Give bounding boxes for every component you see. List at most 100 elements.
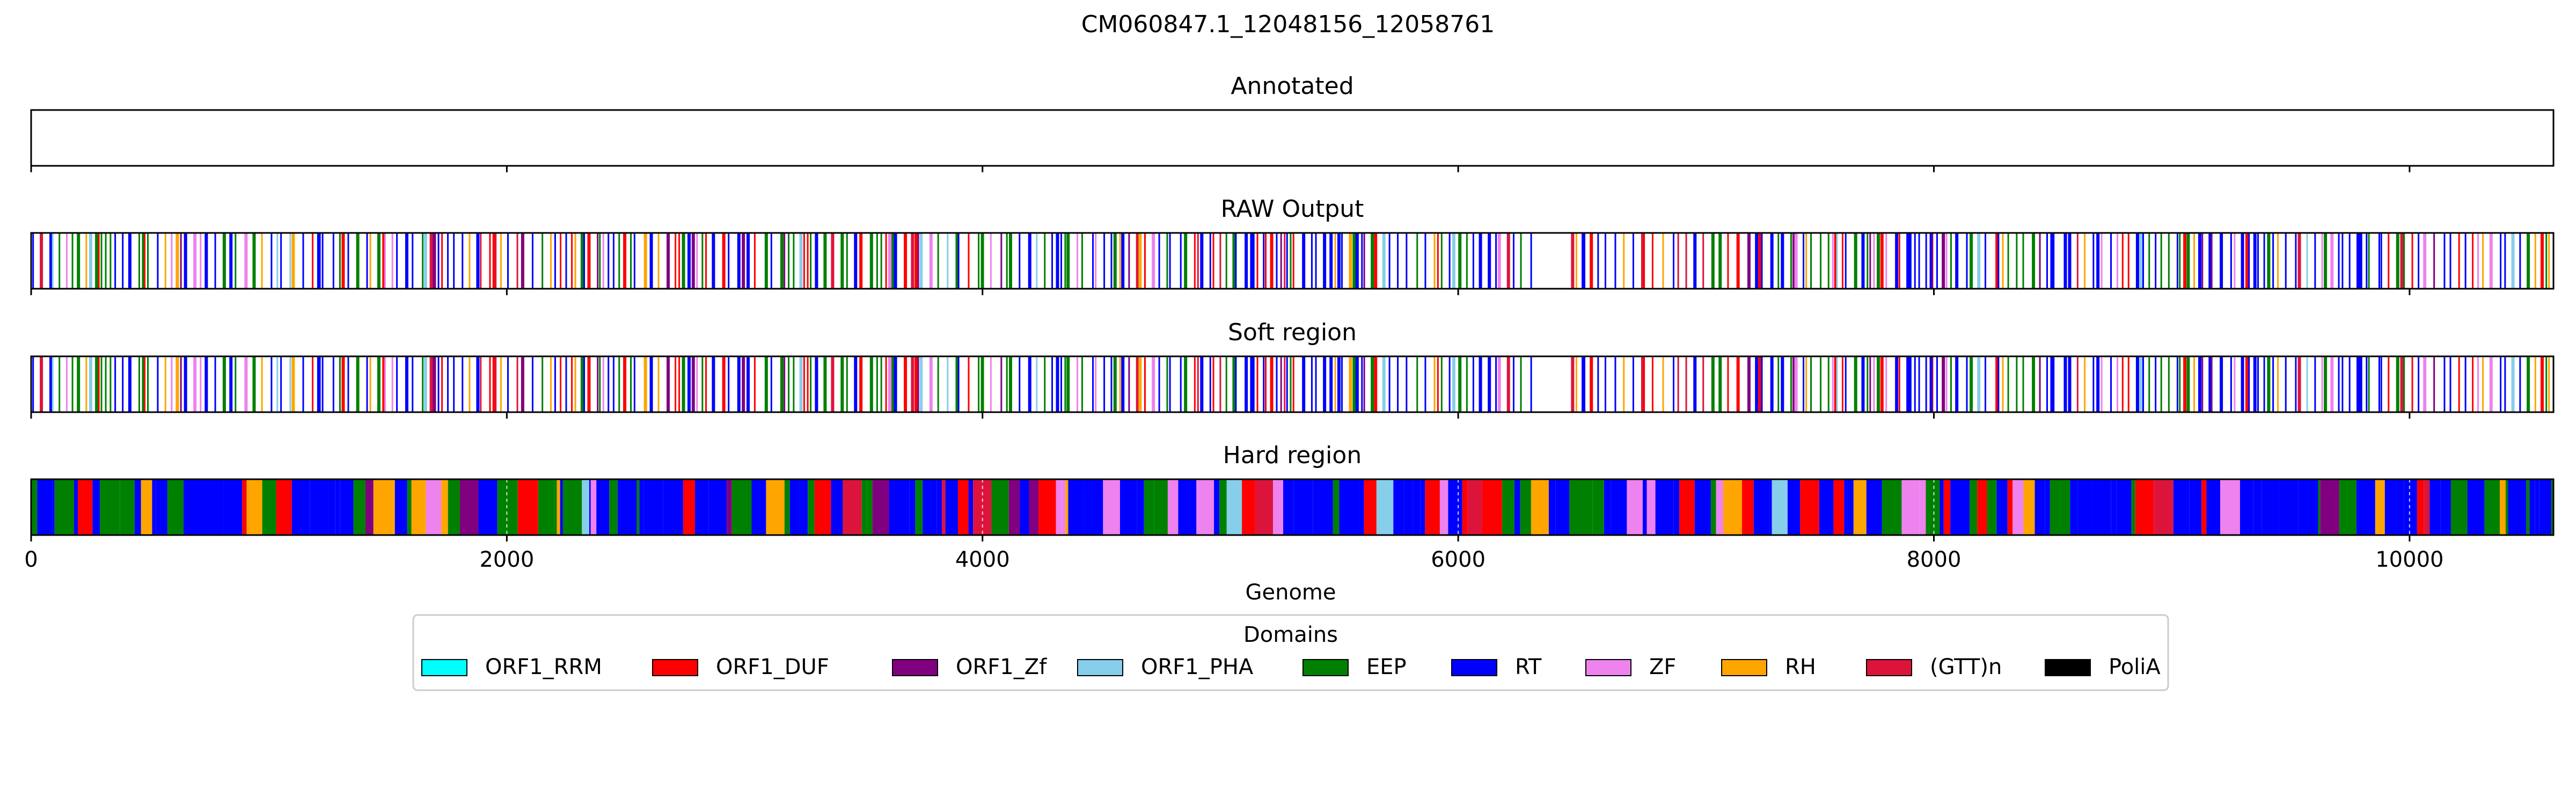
domain-mark bbox=[122, 233, 124, 289]
domain-mark bbox=[1662, 233, 1664, 289]
domain-segment bbox=[2206, 479, 2221, 535]
domain-mark bbox=[302, 233, 304, 289]
domain-mark bbox=[682, 233, 685, 289]
domain-mark bbox=[1036, 356, 1038, 412]
domain-mark bbox=[2489, 356, 2493, 412]
domain-mark bbox=[799, 356, 803, 412]
domain-mark bbox=[2443, 356, 2446, 412]
domain-mark bbox=[289, 356, 291, 412]
domain-mark bbox=[180, 233, 182, 289]
domain-mark bbox=[2403, 233, 2405, 289]
domain-segment bbox=[1833, 479, 1845, 535]
domain-mark bbox=[32, 356, 34, 412]
domain-mark bbox=[2211, 233, 2213, 289]
legend-label: RT bbox=[1515, 655, 1542, 679]
domain-mark bbox=[1711, 233, 1715, 289]
domain-segment bbox=[1376, 479, 1394, 535]
domain-segment bbox=[1901, 479, 1920, 535]
domain-mark bbox=[235, 356, 237, 412]
domain-mark bbox=[1355, 356, 1359, 412]
domain-mark bbox=[815, 233, 818, 289]
domain-mark bbox=[2534, 233, 2536, 289]
domain-mark bbox=[1950, 356, 1952, 412]
domain-mark bbox=[49, 233, 53, 289]
domain-mark bbox=[1805, 233, 1807, 289]
domain-mark bbox=[1458, 356, 1462, 412]
domain-mark bbox=[630, 356, 632, 412]
domain-mark bbox=[1632, 356, 1634, 412]
legend-swatch bbox=[652, 659, 698, 676]
domain-mark bbox=[1718, 233, 1722, 289]
domain-segment bbox=[2505, 479, 2508, 535]
domain-mark bbox=[382, 233, 386, 289]
domain-mark bbox=[2297, 356, 2301, 412]
domain-mark bbox=[40, 233, 43, 289]
domain-mark bbox=[1898, 356, 1900, 412]
domain-segment bbox=[560, 479, 563, 535]
domain-mark bbox=[377, 233, 380, 289]
domain-mark bbox=[1374, 233, 1378, 289]
domain-segment bbox=[497, 479, 518, 535]
domain-mark bbox=[1119, 233, 1121, 289]
domain-mark bbox=[764, 356, 768, 412]
domain-segment bbox=[1420, 479, 1425, 535]
domain-mark bbox=[1506, 233, 1510, 289]
x-tick-label: 0 bbox=[24, 547, 38, 572]
domain-segment bbox=[683, 479, 695, 535]
domain-mark bbox=[846, 356, 848, 412]
domain-mark bbox=[1479, 356, 1482, 412]
domain-mark bbox=[1880, 356, 1884, 412]
domain-mark bbox=[2032, 233, 2036, 289]
domain-mark bbox=[71, 356, 74, 412]
domain-mark bbox=[437, 233, 440, 289]
domain-mark bbox=[1758, 356, 1762, 412]
domain-mark bbox=[1006, 233, 1008, 289]
domain-mark bbox=[1854, 356, 1857, 412]
domain-mark bbox=[1836, 233, 1838, 289]
domain-mark bbox=[384, 233, 386, 289]
domain-segment bbox=[54, 479, 75, 535]
domain-mark bbox=[1575, 356, 1577, 412]
domain-mark bbox=[1834, 233, 1838, 289]
domain-mark bbox=[2248, 356, 2250, 412]
domain-mark bbox=[2527, 356, 2530, 412]
panel-title: Soft region bbox=[1228, 319, 1357, 346]
domain-mark bbox=[2458, 356, 2460, 412]
legend-swatch bbox=[892, 659, 938, 676]
domain-mark bbox=[1437, 233, 1439, 289]
domain-mark bbox=[747, 356, 750, 412]
domain-mark bbox=[516, 356, 518, 412]
domain-mark bbox=[531, 356, 533, 412]
domain-segment bbox=[1008, 479, 1020, 535]
domain-segment bbox=[1137, 479, 1143, 535]
domain-mark bbox=[1000, 233, 1002, 289]
domain-segment bbox=[1940, 479, 1944, 535]
domain-mark bbox=[200, 233, 202, 289]
domain-mark bbox=[687, 233, 691, 289]
domain-segment bbox=[731, 479, 752, 535]
domain-segment bbox=[831, 479, 843, 535]
domain-mark bbox=[2380, 356, 2382, 412]
domain-mark bbox=[1119, 356, 1121, 412]
panel-title: RAW Output bbox=[1221, 195, 1364, 223]
domain-mark bbox=[142, 233, 145, 289]
domain-mark bbox=[894, 356, 897, 412]
domain-segment bbox=[2535, 479, 2540, 535]
domain-segment bbox=[2346, 479, 2357, 535]
domain-mark bbox=[2234, 233, 2236, 289]
legend-label: ZF bbox=[1649, 655, 1676, 679]
domain-mark bbox=[2504, 356, 2506, 412]
domain-mark bbox=[341, 356, 345, 412]
domain-mark bbox=[2330, 233, 2334, 289]
domain-segment bbox=[1084, 479, 1103, 535]
domain-mark bbox=[2341, 356, 2344, 412]
domain-mark bbox=[742, 233, 745, 289]
domain-mark bbox=[280, 233, 282, 289]
domain-segment bbox=[2526, 479, 2530, 535]
domain-mark bbox=[1110, 356, 1113, 412]
domain-mark bbox=[1836, 356, 1838, 412]
domain-mark bbox=[1329, 356, 1333, 412]
legend-label: RH bbox=[1785, 655, 1816, 679]
domain-mark bbox=[1337, 356, 1341, 412]
domain-segment bbox=[365, 479, 374, 535]
